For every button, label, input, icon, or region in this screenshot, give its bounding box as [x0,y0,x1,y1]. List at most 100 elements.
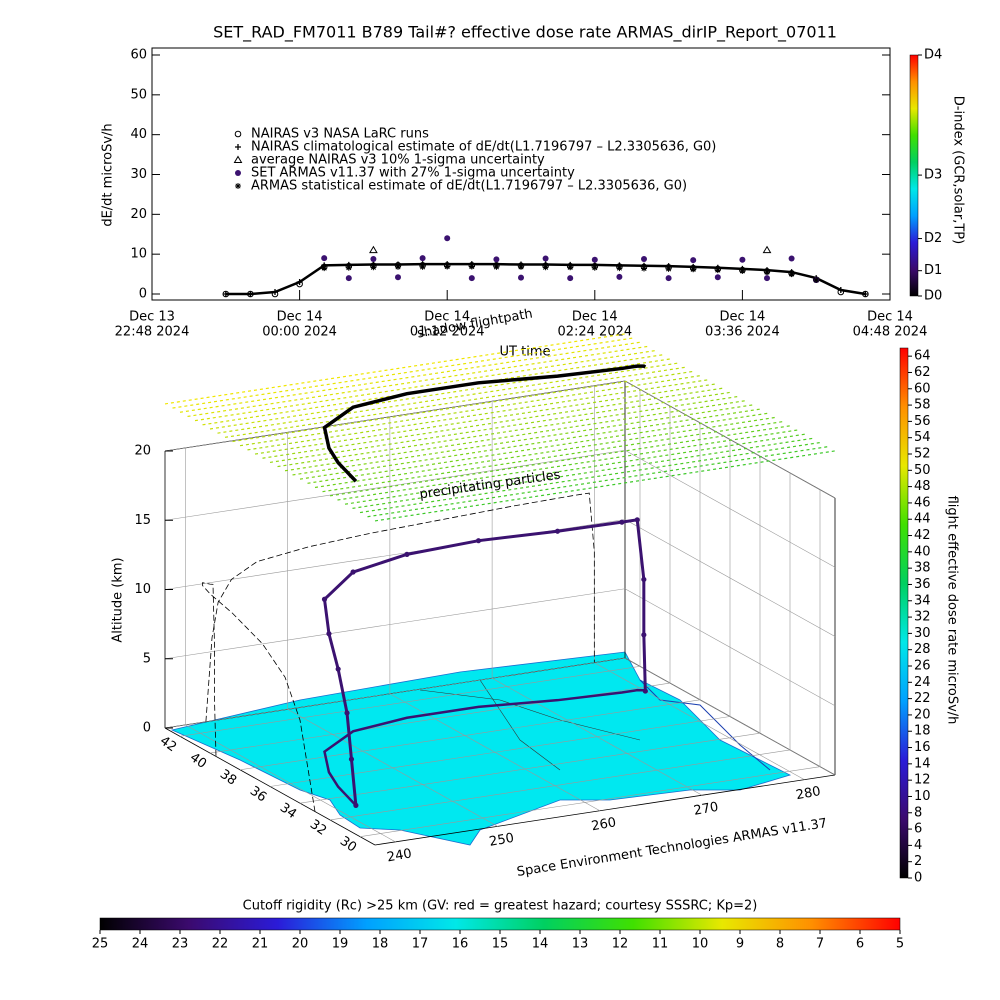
y-tick-label: 50 [130,87,147,102]
point [813,277,820,284]
lon-tick-label: 240 [386,846,413,865]
colorbar-tick-label: 2 [914,854,922,869]
colorbar-tick-label: 46 [914,495,931,510]
particle-sheet [292,404,753,476]
grid-line [239,699,701,771]
particle-sheet [179,341,641,413]
legend-label: NAIRAS climatological estimate of dE/dt(… [251,140,716,155]
legend-marker [233,155,243,163]
lat-tick-label: 38 [217,767,239,789]
point [419,255,426,262]
point [764,275,770,282]
colorbar-tick-label: 23 [172,937,189,952]
particle-sheet [247,379,708,451]
y-tick-label: 10 [130,247,147,262]
lon-tick-label: 260 [590,815,617,834]
lat-tick-label: 32 [307,817,329,839]
colorbar-tick-label: 18 [372,937,389,952]
x-tick-label: Dec 14 [719,310,765,325]
flight-point [641,576,647,583]
point [616,265,623,272]
x-axis-label: UT time [500,345,551,360]
colorbar-tick-label: 44 [914,512,931,527]
colorbar-tick-label: 17 [412,937,429,952]
colorbar-tick-label: 12 [914,773,931,788]
grid-line [299,732,761,804]
particle-sheet [187,345,648,418]
colorbar-tick-label: 19 [332,937,349,952]
particle-sheet [367,446,828,518]
x-tick-label: Dec 14 [572,310,618,325]
flight-point [619,519,625,525]
point [468,275,475,282]
colorbar-tick-label: 0 [914,871,922,886]
colorbar-tick-label: 32 [914,610,931,625]
x-tick-label: 04:48 2024 [853,325,928,340]
lat-tick-label: 40 [187,750,209,772]
colorbar-tick-label: D0 [924,289,942,304]
colorbar-tick-label: 16 [914,740,931,755]
flight-point [554,528,561,534]
x-tick-label: Dec 14 [867,310,913,325]
colorbar [99,917,901,931]
colorbar-tick-label: 58 [914,398,931,413]
point [762,245,772,254]
legend-marker [234,130,242,138]
colorbar-tick-label: 64 [914,349,931,364]
colorbar-tick-label: 24 [132,937,149,952]
particle-sheet [164,333,626,405]
z-tick-label: 15 [134,513,151,528]
grid-line [179,666,641,737]
colorbar-tick-label: 5 [896,937,904,952]
map-coastline [639,679,771,771]
colorbar-tick-label: 30 [914,626,931,641]
particle-sheet [284,400,746,472]
colorbar-tick-label: 18 [914,724,931,739]
grid-line [164,449,626,521]
point [690,266,697,273]
lon-tick-label: 280 [795,784,822,803]
particle-sheet [172,337,633,409]
colorbar-tick-label: 28 [914,642,931,657]
colorbar-tick-label: 6 [856,937,864,952]
colorbar-tick-label: 21 [252,937,269,952]
lat-tick-label: 42 [157,733,179,755]
colorbar-tick-label: 34 [914,593,931,608]
x-tick-label: 03:36 2024 [705,325,780,340]
point [542,264,549,271]
particle-sheet [269,391,731,464]
colorbar-tick-label: 12 [612,937,629,952]
point [444,263,451,270]
colorbar-tick-label: 48 [914,479,931,494]
point [493,263,500,270]
flight-point [326,631,332,637]
colorbar [899,347,909,879]
colorbar-tick-label: 25 [92,937,109,952]
legend-marker [235,144,241,150]
point [395,274,401,281]
point [369,245,378,254]
point [247,291,254,297]
lon-tick-label: 270 [693,800,720,819]
x-tick-label: 00:00 2024 [262,325,337,340]
point [370,264,377,271]
colorbar-tick-label: 56 [914,414,931,429]
flight-point [348,756,355,762]
colorbar-tick-label: 10 [914,789,931,804]
colorbar-tick-label: 38 [914,561,931,576]
colorbar-tick-label: 36 [914,577,931,592]
lon-tick-label: 250 [488,831,515,850]
point [419,263,426,270]
y-tick-label: 60 [130,48,147,63]
particle-sheet [337,429,798,501]
point [591,256,598,263]
point [444,235,451,242]
colorbar-tick-label: 14 [532,937,549,952]
map-land [170,651,792,846]
shadow-wall [205,492,595,722]
point [690,257,697,264]
point [862,291,869,297]
point [518,263,524,270]
flight-point [321,596,328,602]
colorbar-label: Cutoff rigidity (Rc) >25 km (GV: red = g… [243,899,758,914]
